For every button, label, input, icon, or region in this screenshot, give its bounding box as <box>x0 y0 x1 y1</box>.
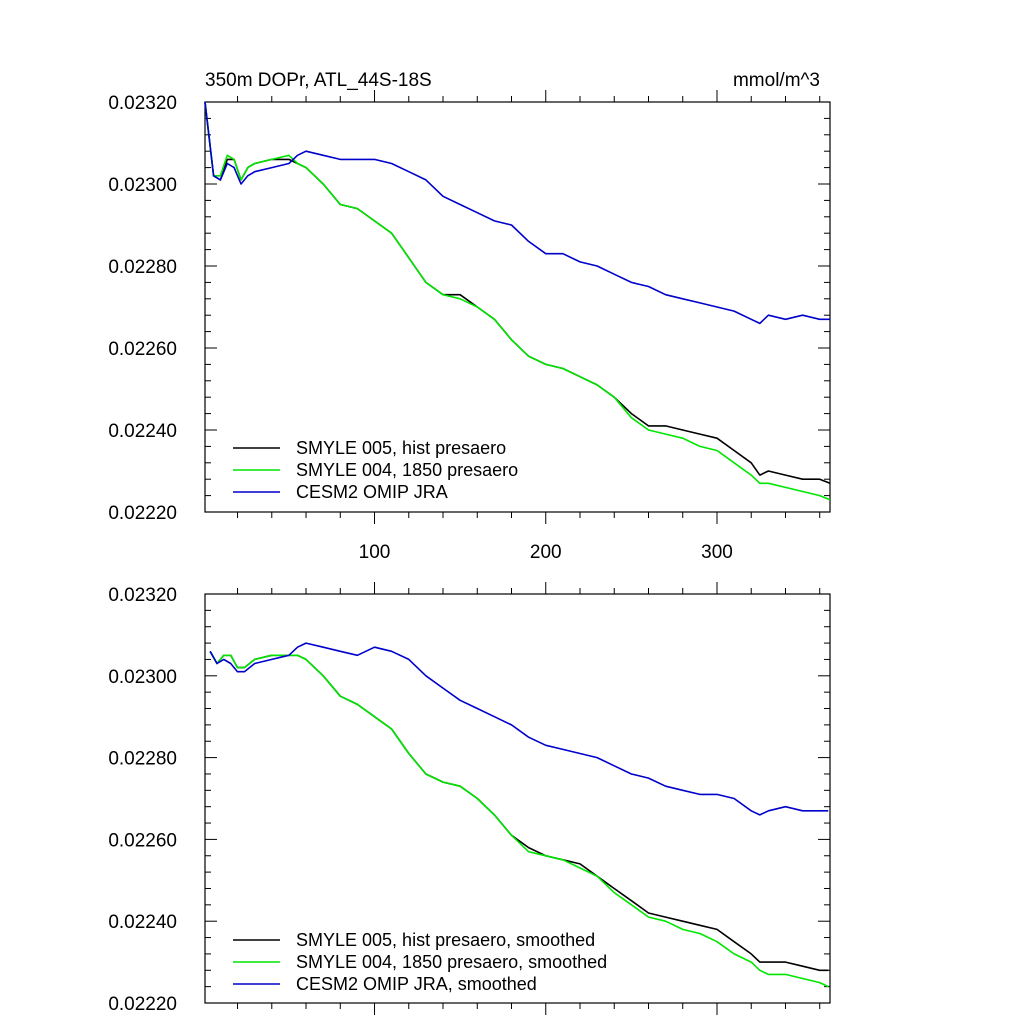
legend-label: CESM2 OMIP JRA <box>296 482 448 502</box>
plot-frame <box>204 593 831 1004</box>
y-tick-label: 0.02220 <box>108 994 177 1015</box>
top-panel: 0.02220 0.02240 0.02260 0.02280 0.02300 0.023… <box>108 90 831 563</box>
series-line-1 <box>209 650 829 972</box>
legend-label: SMYLE 004, 1850 presaero <box>296 460 518 480</box>
series-line-3 <box>209 642 829 816</box>
series-line-3 <box>204 101 830 325</box>
y-tick-label: 0.02240 <box>108 912 177 933</box>
plot-frame <box>204 101 831 513</box>
legend-label: SMYLE 005, hist presaero <box>296 438 506 458</box>
units-label: mmol/m^3 <box>733 70 820 91</box>
y-tick-label: 0.02300 <box>108 667 177 688</box>
x-tick-label: 100 <box>359 542 391 563</box>
series-line-1 <box>204 101 831 485</box>
chart-title: 350m DOPr, ATL_44S-18S <box>205 70 432 91</box>
y-tick-label: 0.02320 <box>108 93 177 114</box>
bottom-panel: 0.02220 0.02240 0.02260 0.02280 0.02300 0.023… <box>108 582 831 1015</box>
y-tick-label: 0.02240 <box>108 421 177 442</box>
y-tick-label: 0.02260 <box>108 339 177 360</box>
y-tick-label: 0.02300 <box>108 175 177 196</box>
y-tick-label: 0.02220 <box>108 503 177 524</box>
legend-label: CESM2 OMIP JRA, smoothed <box>296 974 537 994</box>
legend-label: SMYLE 005, hist presaero, smoothed <box>296 930 595 950</box>
y-tick-label: 0.02260 <box>108 830 177 851</box>
x-tick-label: 300 <box>701 542 733 563</box>
series-line-2 <box>204 101 831 501</box>
y-tick-label: 0.02320 <box>108 585 177 606</box>
legend-label: SMYLE 004, 1850 presaero, smoothed <box>296 952 607 972</box>
y-tick-label: 0.02280 <box>108 257 177 278</box>
y-tick-label: 0.02280 <box>108 749 177 770</box>
x-tick-label: 200 <box>530 542 562 563</box>
series-line-2 <box>209 650 829 988</box>
